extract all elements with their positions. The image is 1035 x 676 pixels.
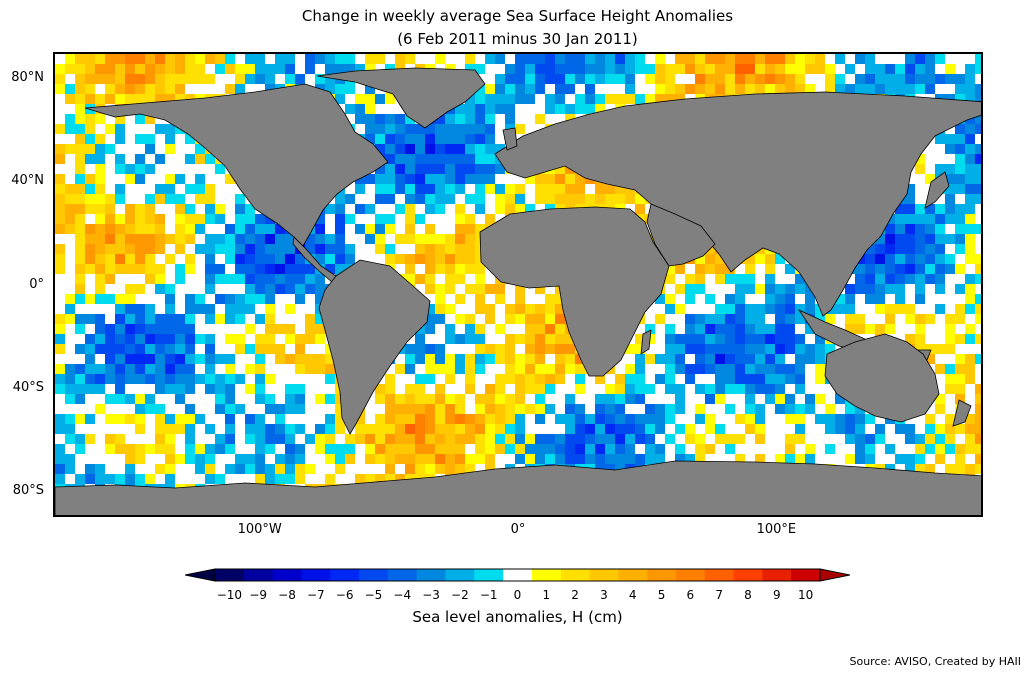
colorbar-tick-label: −8: [278, 588, 296, 602]
colorbar-label: Sea level anomalies, H (cm): [412, 608, 623, 626]
colorbar-tick-label: 7: [715, 588, 723, 602]
colorbar-tick-label: 0: [513, 588, 522, 602]
colorbar-tick-label: −9: [249, 588, 268, 602]
source-credit: Source: AVISO, Created by HAII: [849, 655, 1021, 668]
colorbar-cell: [474, 569, 504, 581]
land-north-america: [84, 83, 389, 247]
colorbar-cell: [272, 569, 302, 581]
colorbar-tick-label: −7: [306, 588, 325, 602]
land-antarctica: [55, 460, 981, 515]
colorbar-cell: [243, 569, 274, 581]
colorbar-cell: [762, 569, 792, 581]
map-frame: [53, 52, 983, 517]
lat-label: 80°N: [11, 69, 44, 85]
colorbar-tick-label: 9: [772, 588, 781, 602]
land-australia: [824, 333, 940, 423]
colorbar-tick-label: 10: [797, 588, 814, 602]
land-africa: [479, 206, 670, 377]
lat-label: 40°S: [12, 379, 44, 395]
chart-title: Change in weekly average Sea Surface Hei…: [301, 7, 734, 25]
colorbar-cell: [215, 569, 245, 581]
land-arabia: [646, 203, 716, 267]
colorbar-cell: [445, 569, 475, 581]
colorbar-tick-label: −2: [451, 588, 469, 602]
colorbar-tick-label: 3: [600, 588, 608, 602]
colorbar-tick-label: 1: [542, 588, 551, 602]
colorbar-cell: [791, 569, 821, 581]
colorbar-cell: [416, 569, 446, 581]
colorbar-border: [214, 568, 821, 582]
lat-label: 40°N: [11, 173, 44, 189]
lat-label: 0°: [29, 276, 44, 292]
land-great-britain: [502, 127, 518, 151]
colorbar: [185, 568, 850, 582]
chart-subtitle: (6 Feb 2011 minus 30 Jan 2011): [397, 30, 638, 48]
land-south-america: [318, 259, 431, 435]
land-new-zealand: [952, 399, 972, 427]
colorbar-cell: [330, 569, 360, 581]
colorbar-cell: [387, 569, 418, 581]
lon-label: 100°E: [756, 522, 797, 537]
colorbar-tick-label: 2: [571, 588, 579, 602]
lon-label: 0°: [510, 522, 526, 537]
colorbar-cell: [503, 569, 533, 581]
lat-label: 80°S: [12, 483, 44, 499]
map-plot: [55, 54, 981, 515]
land-masses: [55, 67, 981, 515]
colorbar-tick-label: 8: [744, 588, 752, 602]
lon-label: 100°W: [237, 522, 282, 537]
colorbar-tick-label: 5: [657, 588, 666, 602]
colorbar-tick-label: 6: [686, 588, 695, 602]
colorbar-cell: [618, 569, 648, 581]
colorbar-tick-label: −6: [335, 588, 354, 602]
colorbar-cell: [733, 569, 763, 581]
colorbar-tick-label: −5: [364, 588, 383, 602]
land-greenland: [316, 67, 486, 129]
colorbar-cell: [531, 569, 562, 581]
colorbar-tick-label: −4: [393, 588, 412, 602]
colorbar-over-arrow: [819, 568, 850, 582]
colorbar-cell: [647, 569, 677, 581]
colorbar-cell: [589, 569, 619, 581]
colorbar-cell: [675, 569, 706, 581]
land-eurasia: [494, 91, 981, 317]
colorbar-tick-label: 4: [628, 588, 637, 602]
colorbar-under-arrow: [185, 568, 216, 582]
colorbar-cell: [704, 569, 735, 581]
land-madagascar: [640, 329, 652, 355]
colorbar-cell: [560, 569, 591, 581]
colorbar-cell: [359, 569, 389, 581]
colorbar-tick-label: −1: [479, 588, 498, 602]
colorbar-tick-label: −10: [216, 588, 243, 602]
land-japan: [924, 171, 950, 209]
colorbar-cell: [301, 569, 331, 581]
colorbar-tick-label: −3: [422, 588, 440, 602]
